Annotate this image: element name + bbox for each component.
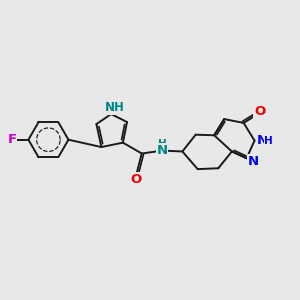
Text: O: O	[254, 105, 266, 118]
Text: NH: NH	[105, 101, 124, 114]
Text: H: H	[158, 139, 167, 149]
Text: H: H	[264, 136, 273, 146]
Text: F: F	[7, 133, 16, 146]
Text: O: O	[130, 173, 142, 186]
Text: N: N	[256, 134, 268, 147]
Text: N: N	[248, 155, 259, 168]
Text: N: N	[157, 144, 168, 157]
